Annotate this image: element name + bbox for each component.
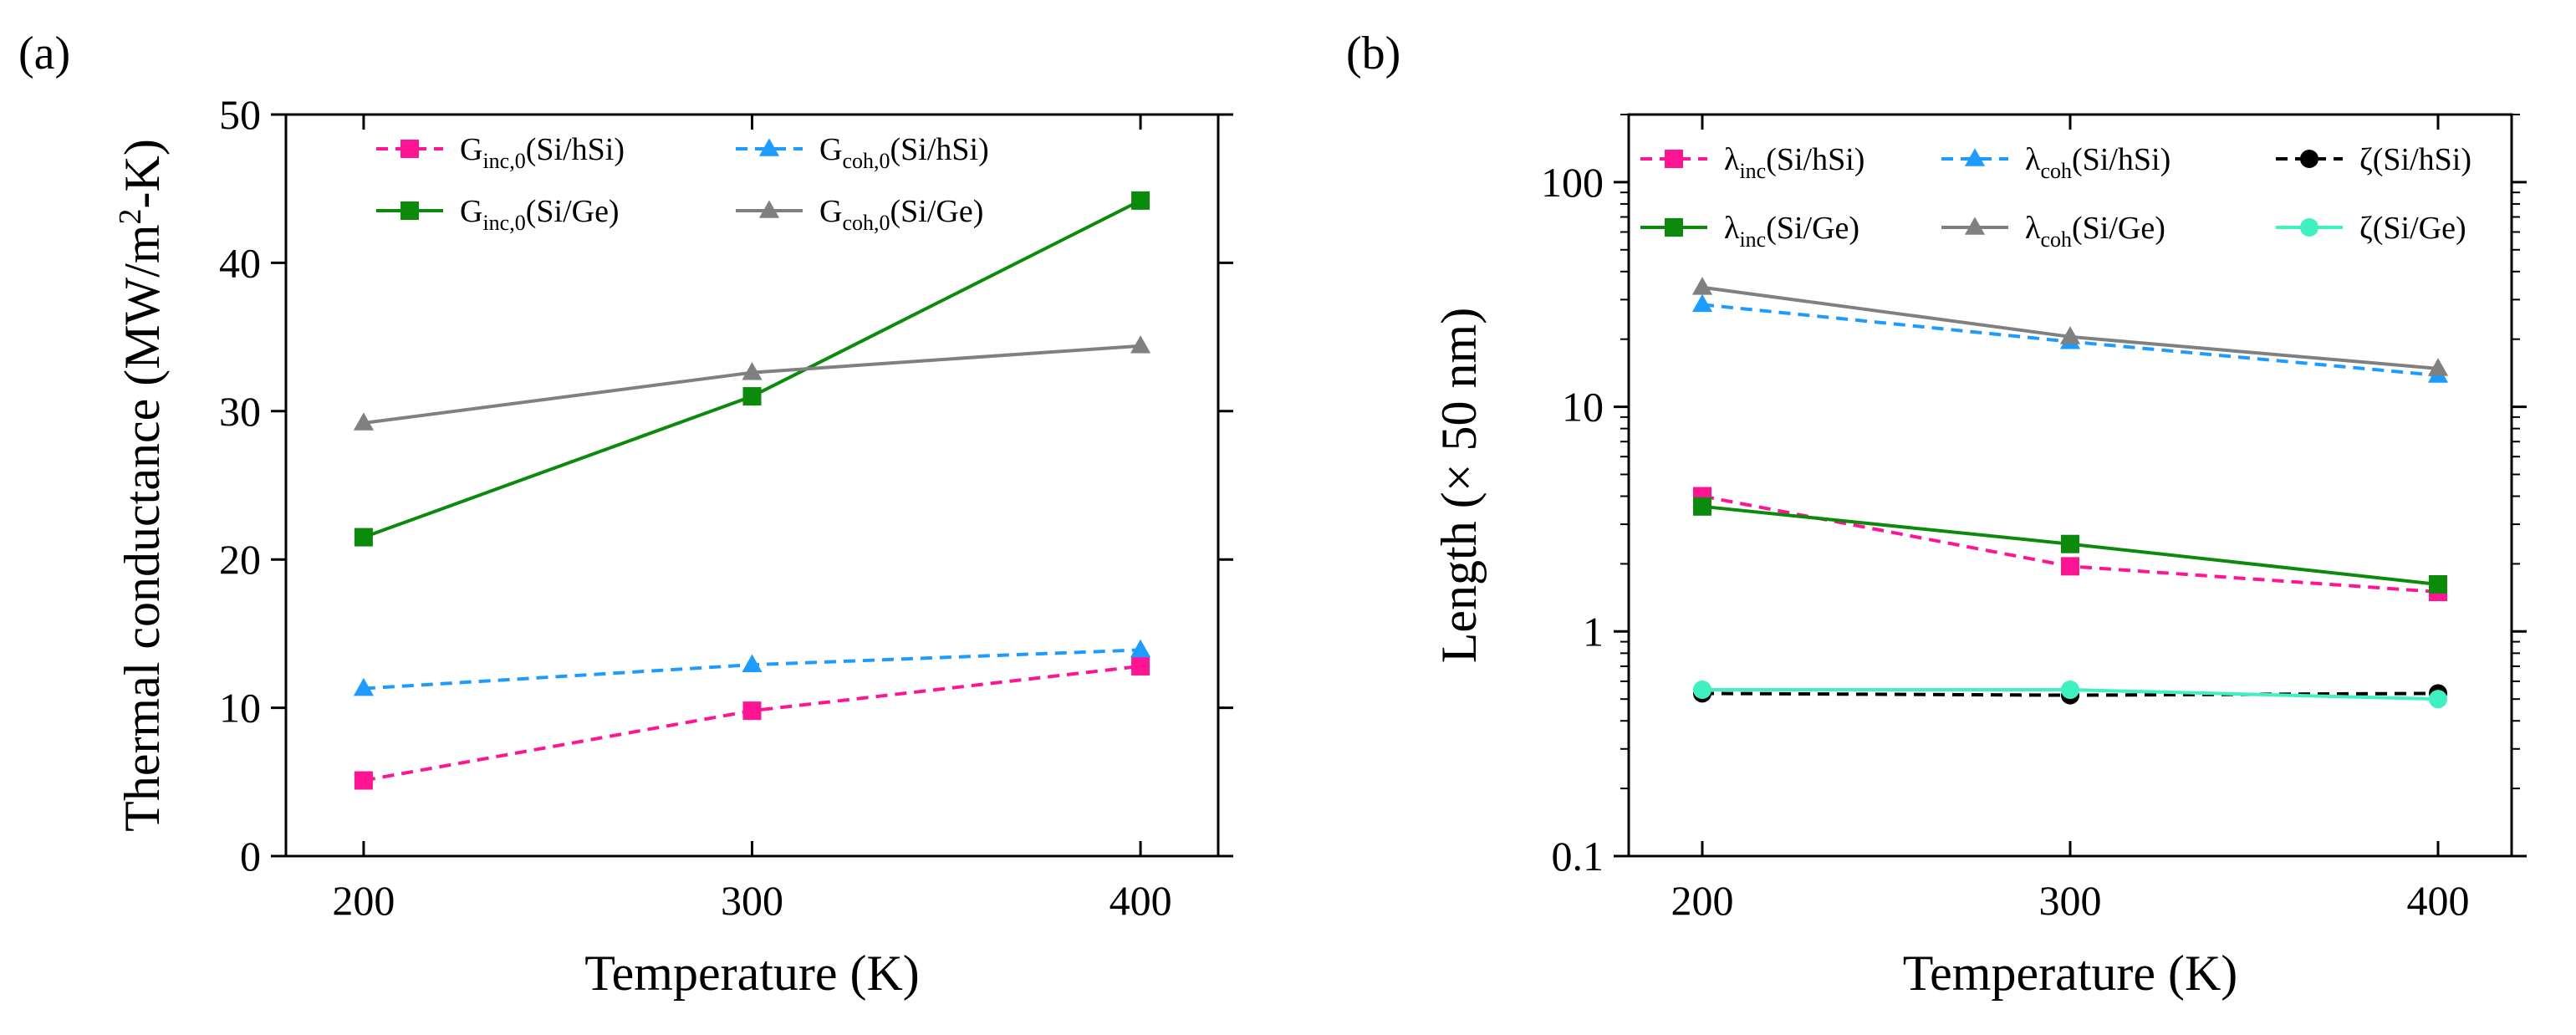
legend-item-zeta-si-ge: ζ(Si/Ge) <box>2276 211 2466 246</box>
legend-marker <box>2300 150 2318 168</box>
legend-marker <box>1964 148 1986 166</box>
plot-frame <box>284 113 1220 858</box>
legend-marker <box>2300 218 2318 237</box>
series-line <box>363 664 1141 783</box>
legend-item-g-inc-si-ge: Ginc,0(Si/Ge) <box>376 194 620 235</box>
legend-item-lambda-inc-si-hsi: λinc(Si/hSi) <box>1640 142 1864 183</box>
series-line <box>363 344 1141 425</box>
legend-label: Gcoh,0(Si/Ge) <box>819 194 983 235</box>
y-tick-label: 100 <box>1541 159 1604 206</box>
legend-label: Ginc,0(Si/hSi) <box>460 132 625 173</box>
data-point <box>742 701 762 721</box>
legend-label: Ginc,0(Si/Ge) <box>460 194 620 235</box>
panel-label: (b) <box>1346 28 1400 79</box>
data-point <box>1691 277 1713 295</box>
series-g-coh-si-ge <box>353 335 1151 431</box>
y-tick-label: 0 <box>240 833 261 879</box>
data-point <box>2061 534 2079 553</box>
data-point <box>742 654 763 672</box>
data-point <box>742 362 763 380</box>
legend-item-lambda-coh-si-ge: λcoh(Si/Ge) <box>1941 211 2165 252</box>
data-point <box>2059 326 2081 344</box>
legend: λinc(Si/hSi) λcoh(Si/hSi) ζ(Si/hSi) λinc(Si… <box>1640 142 2471 252</box>
data-point <box>2061 557 2079 576</box>
y-axis-title: Length (× 50 nm) <box>1431 308 1487 663</box>
legend-item-lambda-coh-si-hsi: λcoh(Si/hSi) <box>1941 142 2170 183</box>
x-tick-label: 400 <box>2407 877 2470 924</box>
data-point <box>2061 681 2079 700</box>
data-point <box>354 771 373 790</box>
x-tick-label: 200 <box>332 877 395 924</box>
y-tick-label: 50 <box>219 91 261 138</box>
legend-label: λinc(Si/hSi) <box>1724 142 1864 183</box>
data-point <box>2427 358 2449 376</box>
legend-marker <box>1964 217 1986 235</box>
data-point <box>353 677 375 696</box>
data-point <box>1693 681 1711 700</box>
legend-marker <box>400 201 419 220</box>
legend-label: ζ(Si/Ge) <box>2359 211 2466 246</box>
data-point <box>1691 293 1713 313</box>
panel-a: (a) 200 300 400 0 10 20 30 40 50 Temperature (K) Th… <box>18 28 1233 1001</box>
legend-marker <box>758 200 780 218</box>
series-lambda-inc-si-ge <box>1693 497 2447 594</box>
x-axis-title: Temperature (K) <box>1903 946 2238 1001</box>
legend-label: ζ(Si/hSi) <box>2359 142 2471 177</box>
legend-label: λcoh(Si/Ge) <box>2025 211 2165 252</box>
panel-b: (b) 200 300 400 0.1 1 10 100 Temperature (K) Leng… <box>1346 28 2527 1001</box>
legend-marker <box>1665 150 1683 168</box>
data-point <box>354 528 373 547</box>
y-tick-label: 0.1 <box>1552 833 1604 879</box>
data-point <box>742 387 762 406</box>
data-point <box>1131 656 1150 676</box>
series-g-inc-si-ge <box>354 191 1150 547</box>
legend-item-g-inc-si-hsi: Ginc,0(Si/hSi) <box>376 132 625 173</box>
legend-item-zeta-si-hsi: ζ(Si/hSi) <box>2276 142 2471 177</box>
legend-marker <box>400 140 419 158</box>
panel-label: (a) <box>18 28 70 79</box>
legend-marker <box>758 138 780 156</box>
x-axis-title: Temperature (K) <box>584 946 920 1001</box>
data-point <box>2429 574 2447 594</box>
series-lambda-coh-si-ge <box>1691 277 2449 376</box>
legend-item-g-coh-si-ge: Gcoh,0(Si/Ge) <box>736 194 983 235</box>
series-g-inc-si-hsi <box>354 656 1150 790</box>
x-tick-label: 300 <box>721 877 783 924</box>
x-tick-label: 400 <box>1109 877 1172 924</box>
y-tick-label: 10 <box>1562 384 1604 431</box>
y-tick-label: 20 <box>219 536 261 583</box>
data-point <box>1130 639 1151 658</box>
legend-label: Gcoh,0(Si/hSi) <box>819 132 989 173</box>
y-tick-label: 30 <box>219 388 261 435</box>
data-point <box>1131 191 1150 210</box>
x-tick-label: 200 <box>1671 877 1734 924</box>
data-point <box>1130 335 1151 354</box>
legend-marker <box>1665 218 1683 237</box>
data-point <box>353 412 375 431</box>
legend-label: λcoh(Si/hSi) <box>2025 142 2170 183</box>
y-tick-label: 10 <box>219 685 261 732</box>
legend-item-lambda-inc-si-ge: λinc(Si/Ge) <box>1640 211 1859 252</box>
legend: Ginc,0(Si/hSi) Gcoh,0(Si/hSi) Ginc,0(Si/Ge… <box>376 132 989 235</box>
y-axis-title: Thermal conductance (MW/m2-K) <box>113 139 170 832</box>
x-tick-label: 300 <box>2039 877 2102 924</box>
y-tick-label: 40 <box>219 239 261 286</box>
series-g-coh-si-hsi <box>353 639 1151 696</box>
series-zeta-si-ge <box>1693 681 2447 709</box>
legend-label: λinc(Si/Ge) <box>1724 211 1859 252</box>
legend-item-g-coh-si-hsi: Gcoh,0(Si/hSi) <box>736 132 989 173</box>
y-tick-label: 1 <box>1583 608 1604 655</box>
data-point <box>1693 497 1711 516</box>
data-point <box>2429 690 2447 709</box>
